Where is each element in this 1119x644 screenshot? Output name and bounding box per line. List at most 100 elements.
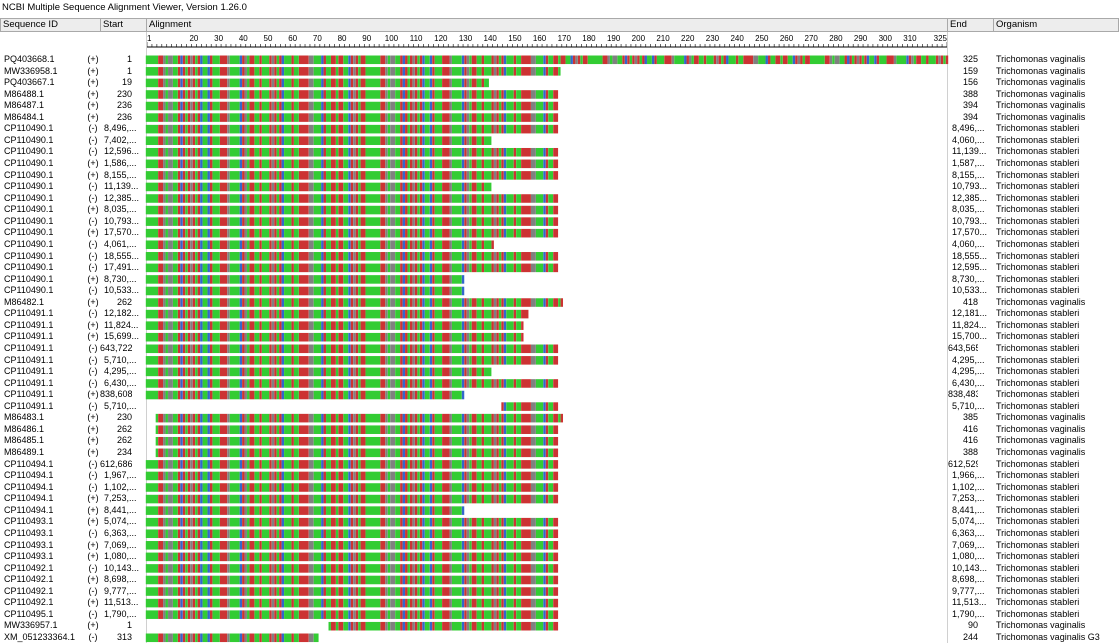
start-position: 7,253,...: [104, 493, 146, 505]
strand: (-): [86, 308, 100, 320]
start-position: 262: [100, 424, 132, 436]
table-row[interactable]: CP110493.1(+)7,069,...7,069,...Trichomon…: [0, 540, 1119, 552]
strand: (+): [86, 112, 100, 124]
table-row[interactable]: CP110492.1(-)9,777,...9,777,...Trichomon…: [0, 586, 1119, 598]
table-row[interactable]: CP110491.1(-)6,430,...6,430,...Trichomon…: [0, 378, 1119, 390]
strand: (+): [86, 54, 100, 66]
table-row[interactable]: CP110490.1(+)8,035,...8,035,...Trichomon…: [0, 204, 1119, 216]
table-row[interactable]: CP110490.1(-)12,596...11,139...Trichomon…: [0, 146, 1119, 158]
table-row[interactable]: CP110490.1(+)8,155,...8,155,...Trichomon…: [0, 170, 1119, 182]
sequence-id: CP110490.1: [4, 251, 86, 263]
column-header-start[interactable]: Start: [100, 18, 147, 32]
table-row[interactable]: CP110490.1(-)10,793...10,793...Trichomon…: [0, 216, 1119, 228]
table-row[interactable]: CP110492.1(+)11,513...11,513...Trichomon…: [0, 597, 1119, 609]
table-row[interactable]: CP110490.1(-)11,139...10,793...Trichomon…: [0, 181, 1119, 193]
sequence-id: CP110491.1: [4, 401, 86, 413]
table-row[interactable]: CP110491.1(-)5,710,...5,710,...Trichomon…: [0, 401, 1119, 413]
table-row[interactable]: CP110490.1(-)8,496,...8,496,...Trichomon…: [0, 123, 1119, 135]
strand: (-): [86, 181, 100, 193]
table-row[interactable]: CP110494.1(-)1,102,...1,102,...Trichomon…: [0, 482, 1119, 494]
table-row[interactable]: CP110490.1(-)7,402,...4,060,...Trichomon…: [0, 135, 1119, 147]
organism: Trichomonas stableri: [996, 181, 1119, 193]
end-position: 388: [948, 89, 978, 101]
strand: (+): [86, 505, 100, 517]
sequence-id: CP110491.1: [4, 308, 86, 320]
strand: (-): [86, 123, 100, 135]
end-position: 1,080,...: [952, 551, 990, 563]
table-row[interactable]: CP110491.1(-)12,182...12,181...Trichomon…: [0, 308, 1119, 320]
ruler-tick-label: 80: [338, 34, 347, 43]
table-row[interactable]: CP110494.1(-)1,967,...1,966,...Trichomon…: [0, 470, 1119, 482]
ruler-tick-label: 325: [934, 34, 947, 43]
table-row[interactable]: CP110493.1(+)1,080,...1,080,...Trichomon…: [0, 551, 1119, 563]
strand: (+): [86, 540, 100, 552]
table-row[interactable]: CP110490.1(-)18,555...18,555...Trichomon…: [0, 251, 1119, 263]
sequence-id: CP110490.1: [4, 216, 86, 228]
table-row[interactable]: CP110495.1(-)1,790,...1,790,...Trichomon…: [0, 609, 1119, 621]
table-row[interactable]: CP110490.1(+)17,570...17,570...Trichomon…: [0, 227, 1119, 239]
organism: Trichomonas vaginalis: [996, 89, 1119, 101]
end-position: 7,069,...: [952, 540, 990, 552]
organism: Trichomonas stableri: [996, 528, 1119, 540]
table-row[interactable]: CP110491.1(-)4,295,...4,295,...Trichomon…: [0, 366, 1119, 378]
organism: Trichomonas vaginalis: [996, 54, 1119, 66]
end-position: 416: [948, 435, 978, 447]
table-row[interactable]: CP110494.1(+)8,441,...8,441,...Trichomon…: [0, 505, 1119, 517]
start-position: 5,074,...: [104, 516, 146, 528]
table-row[interactable]: CP110492.1(-)10,143...10,143...Trichomon…: [0, 563, 1119, 575]
ruler-tick-label: 220: [681, 34, 695, 43]
table-row[interactable]: CP110490.1(-)12,385...12,385...Trichomon…: [0, 193, 1119, 205]
organism: Trichomonas vaginalis: [996, 66, 1119, 78]
start-position: 262: [100, 435, 132, 447]
table-row[interactable]: CP110492.1(+)8,698,...8,698,...Trichomon…: [0, 574, 1119, 586]
table-row[interactable]: CP110493.1(-)6,363,...6,363,...Trichomon…: [0, 528, 1119, 540]
organism: Trichomonas vaginalis: [996, 77, 1119, 89]
sequence-id: CP110490.1: [4, 123, 86, 135]
organism: Trichomonas stableri: [996, 470, 1119, 482]
strand: (+): [86, 274, 100, 286]
table-row[interactable]: CP110493.1(+)5,074,...5,074,...Trichomon…: [0, 516, 1119, 528]
column-header-end[interactable]: End: [947, 18, 994, 32]
organism: Trichomonas vaginalis: [996, 620, 1119, 632]
sequence-id: PQ403668.1: [4, 54, 86, 66]
start-position: 230: [100, 89, 132, 101]
table-row[interactable]: CP110490.1(-)17,491...12,595...Trichomon…: [0, 262, 1119, 274]
table-row[interactable]: CP110491.1(+)15,699...15,700...Trichomon…: [0, 331, 1119, 343]
column-header-alignment[interactable]: Alignment: [146, 18, 948, 32]
start-position: 8,155,...: [104, 170, 146, 182]
table-row[interactable]: CP110491.1(-)5,710,...4,295,...Trichomon…: [0, 355, 1119, 367]
table-row[interactable]: CP110490.1(-)4,061,...4,060,...Trichomon…: [0, 239, 1119, 251]
organism: Trichomonas stableri: [996, 193, 1119, 205]
table-row[interactable]: CP110490.1(-)10,533...10,533...Trichomon…: [0, 285, 1119, 297]
column-header-organism[interactable]: Organism: [993, 18, 1119, 32]
end-position: 418: [948, 297, 978, 309]
strand: (+): [86, 100, 100, 112]
table-row[interactable]: CP110490.1(+)8,730,...8,730,...Trichomon…: [0, 274, 1119, 286]
strand: (-): [86, 262, 100, 274]
ruler-tick-label: 310: [903, 34, 917, 43]
column-header-sequence-id[interactable]: Sequence ID: [0, 18, 101, 32]
end-position: 11,139...: [952, 146, 990, 158]
table-row[interactable]: CP110491.1(+)11,824...11,824...Trichomon…: [0, 320, 1119, 332]
organism: Trichomonas stableri: [996, 540, 1119, 552]
start-position: 10,793...: [104, 216, 146, 228]
table-row[interactable]: CP110490.1(+)1,586,...1,587,...Trichomon…: [0, 158, 1119, 170]
table-row[interactable]: CP110494.1(+)7,253,...7,253,...Trichomon…: [0, 493, 1119, 505]
organism: Trichomonas stableri: [996, 355, 1119, 367]
